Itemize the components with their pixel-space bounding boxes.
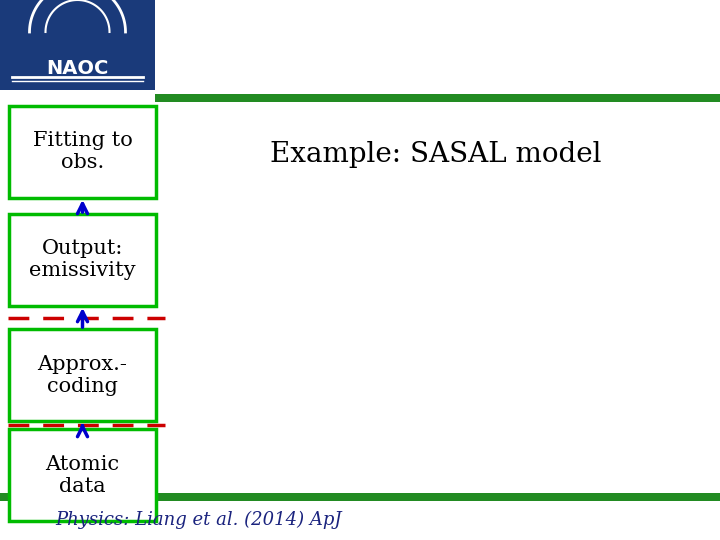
- FancyBboxPatch shape: [9, 106, 156, 198]
- FancyBboxPatch shape: [9, 329, 156, 421]
- FancyBboxPatch shape: [0, 0, 155, 90]
- Text: NAOC: NAOC: [46, 58, 109, 78]
- FancyBboxPatch shape: [0, 493, 720, 501]
- Text: Physics: Liang et al. (2014) ApJ: Physics: Liang et al. (2014) ApJ: [55, 511, 341, 529]
- Text: Output:
emissivity: Output: emissivity: [30, 240, 136, 280]
- Text: Fitting to
obs.: Fitting to obs.: [32, 132, 132, 172]
- FancyBboxPatch shape: [9, 429, 156, 521]
- Text: Atomic
data: Atomic data: [45, 455, 120, 496]
- FancyBboxPatch shape: [9, 214, 156, 306]
- FancyBboxPatch shape: [155, 94, 720, 102]
- Text: Example: SASAL model: Example: SASAL model: [270, 141, 601, 168]
- Text: Approx.-
coding: Approx.- coding: [37, 354, 127, 395]
